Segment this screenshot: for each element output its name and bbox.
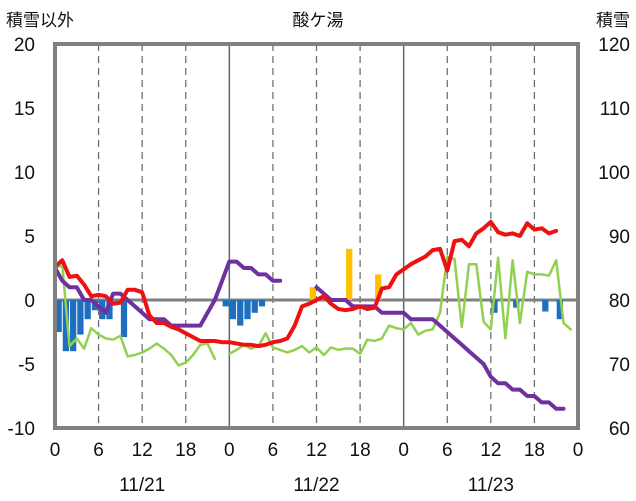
precip-bar bbox=[491, 300, 498, 313]
left-y-tick: -5 bbox=[18, 355, 35, 376]
x-tick: 0 bbox=[573, 440, 584, 461]
right-y-ticks: 120 110 100 90 80 70 60 bbox=[598, 35, 630, 440]
right-axis-label: 積雪 bbox=[596, 11, 630, 31]
series-lines bbox=[53, 219, 572, 411]
x-tick: 12 bbox=[480, 440, 501, 461]
date-label: 11/22 bbox=[293, 475, 339, 496]
x-tick: 12 bbox=[306, 440, 327, 461]
date-labels: 11/21 11/22 11/23 bbox=[119, 475, 514, 496]
right-y-tick: 120 bbox=[598, 35, 630, 56]
snow-depth-line bbox=[53, 259, 566, 411]
left-y-tick: 20 bbox=[14, 35, 35, 56]
temperature-line bbox=[53, 219, 559, 349]
x-tick: 6 bbox=[93, 440, 104, 461]
wind-line bbox=[53, 255, 572, 367]
x-tick: 6 bbox=[442, 440, 453, 461]
x-tick: 0 bbox=[50, 440, 61, 461]
chart-title: 酸ケ湯 bbox=[293, 11, 344, 31]
grid-lines bbox=[55, 44, 578, 428]
precip-bar bbox=[106, 300, 113, 320]
x-tick: 18 bbox=[350, 440, 371, 461]
left-y-tick: -10 bbox=[8, 419, 35, 440]
precip-bar bbox=[229, 300, 237, 320]
left-y-tick: 10 bbox=[14, 163, 35, 184]
right-y-tick: 100 bbox=[598, 163, 630, 184]
x-tick: 0 bbox=[224, 440, 235, 461]
precip-bar bbox=[346, 248, 353, 300]
x-tick: 18 bbox=[175, 440, 196, 461]
precip-bar bbox=[556, 300, 563, 320]
left-axis-label: 積雪以外 bbox=[6, 11, 74, 31]
precip-bar bbox=[375, 274, 382, 300]
precip-bar bbox=[70, 300, 77, 352]
precip-bar bbox=[309, 287, 316, 300]
date-label: 11/23 bbox=[468, 475, 514, 496]
plot-frame bbox=[53, 42, 580, 430]
precip-bar bbox=[251, 300, 258, 313]
left-y-tick: 0 bbox=[24, 291, 35, 312]
precip-bar bbox=[258, 300, 266, 307]
precip-bar bbox=[222, 300, 229, 307]
precip-bar bbox=[55, 300, 62, 332]
left-y-ticks: 20 15 10 5 0 -5 -10 bbox=[8, 35, 35, 440]
precip-bar bbox=[244, 300, 251, 320]
x-tick: 0 bbox=[398, 440, 409, 461]
x-ticks: 0 6 12 18 0 6 12 18 0 6 12 18 0 bbox=[50, 440, 584, 461]
right-y-tick: 60 bbox=[609, 419, 630, 440]
right-y-tick: 90 bbox=[609, 227, 630, 248]
precip-bar bbox=[542, 300, 549, 312]
x-tick: 12 bbox=[132, 440, 153, 461]
x-tick: 18 bbox=[524, 440, 545, 461]
precip-bar bbox=[62, 300, 70, 352]
right-y-tick: 80 bbox=[609, 291, 630, 312]
precip-bar bbox=[77, 300, 84, 335]
left-y-tick: 15 bbox=[14, 99, 35, 120]
precip-bar bbox=[513, 300, 520, 308]
precip-bar bbox=[237, 300, 244, 326]
precip-bar bbox=[120, 300, 128, 338]
x-tick: 6 bbox=[268, 440, 279, 461]
right-y-tick: 110 bbox=[600, 99, 630, 120]
right-y-tick: 70 bbox=[609, 355, 630, 376]
precip-bar bbox=[84, 300, 91, 320]
left-y-tick: 5 bbox=[24, 227, 35, 248]
date-label: 11/21 bbox=[119, 475, 165, 496]
